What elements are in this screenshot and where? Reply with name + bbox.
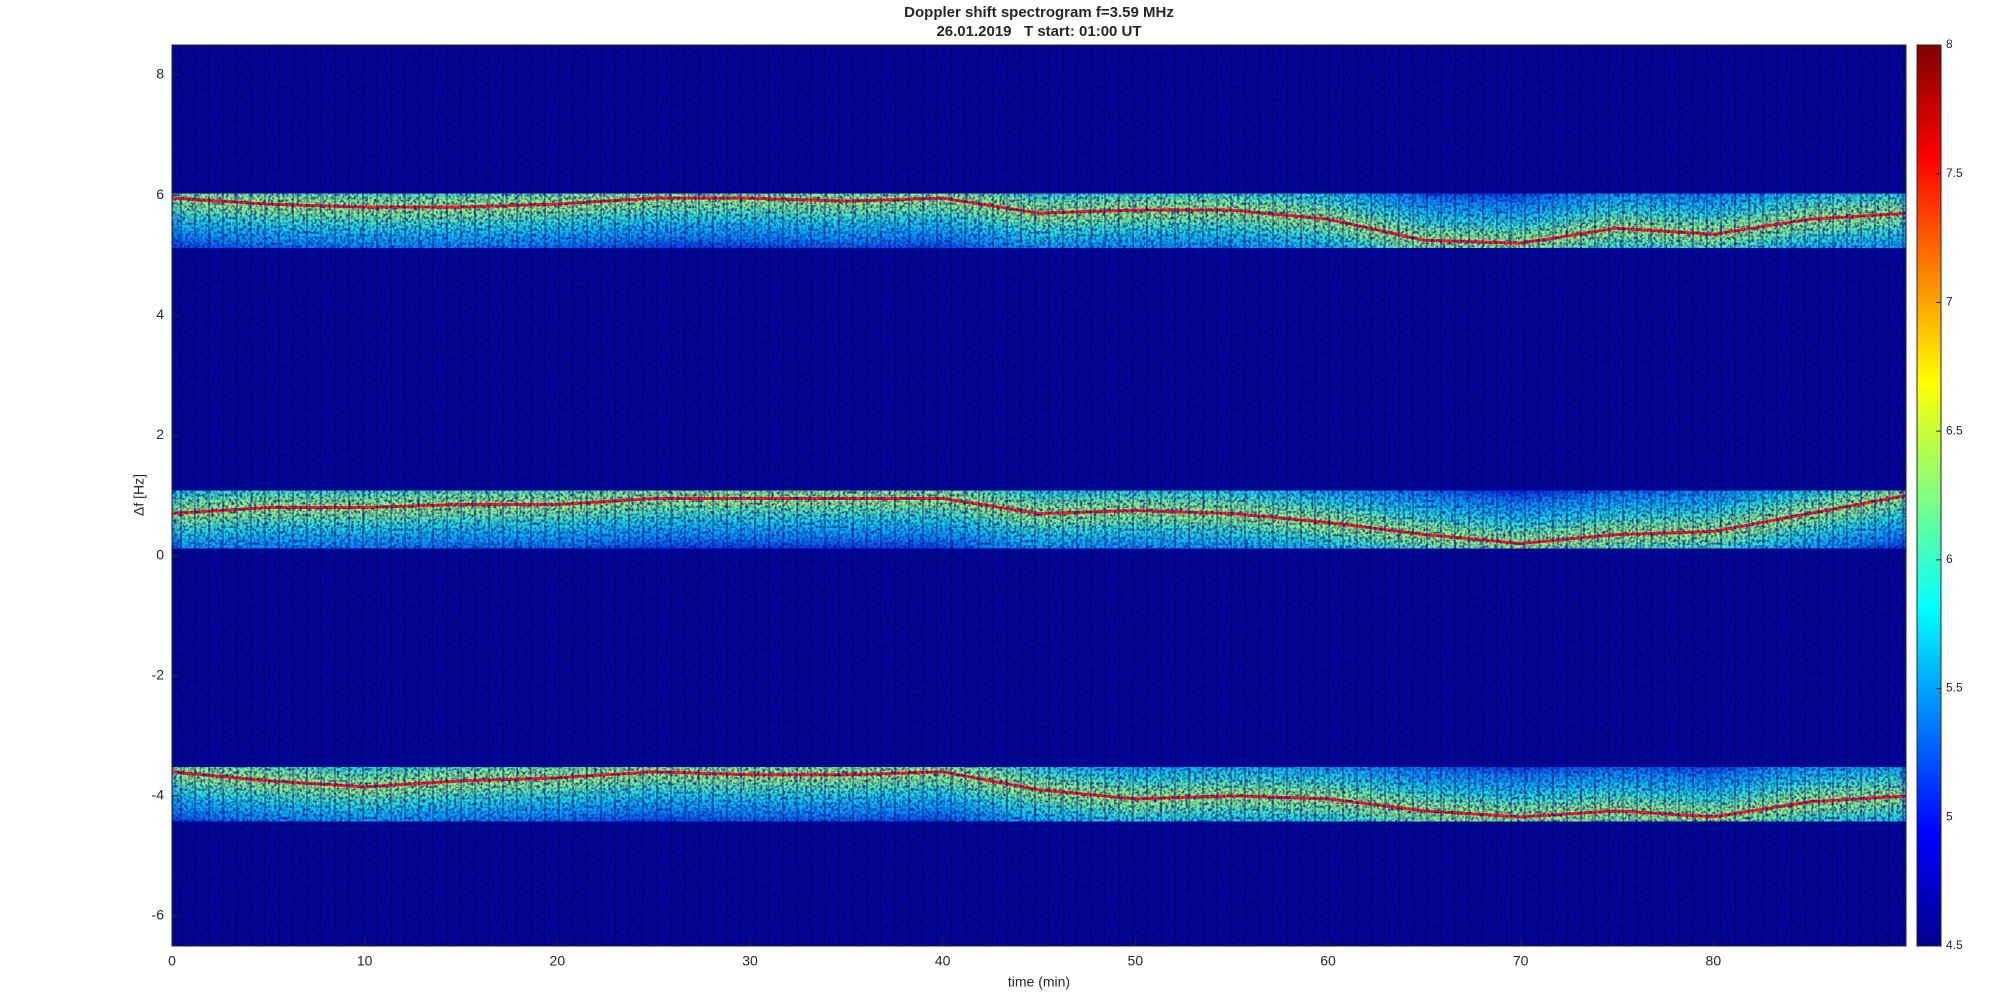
stripe-texture	[172, 45, 1906, 946]
colorbar	[1916, 44, 1942, 947]
x-tick-label: 10	[357, 953, 373, 969]
y-tick-label: 8	[156, 66, 164, 82]
x-tick-label: 20	[550, 953, 566, 969]
y-axis-label: Δf [Hz]	[131, 474, 147, 516]
y-tick-label: -2	[152, 666, 165, 682]
colorbar-tick-label: 7	[1946, 295, 1953, 309]
y-tick-label: 4	[156, 306, 164, 322]
colorbar-tick-label: 4.5	[1946, 938, 1963, 952]
x-tick-label: 40	[935, 953, 951, 969]
y-tick-label: -4	[152, 787, 165, 803]
plot-frame	[171, 44, 1907, 947]
colorbar-tick-label: 5.5	[1946, 681, 1963, 695]
chart-subtitle: 26.01.2019 T start: 01:00 UT	[936, 23, 1141, 40]
colorbar-tick-label: 8	[1946, 37, 1953, 51]
y-tick-label: 6	[156, 186, 164, 202]
x-tick-label: 0	[168, 953, 176, 969]
colorbar-tick-label: 6	[1946, 552, 1953, 566]
x-tick-label: 30	[742, 953, 758, 969]
y-tick-label: 2	[156, 426, 164, 442]
x-tick-label: 60	[1320, 953, 1336, 969]
y-tick-label: 0	[156, 546, 164, 562]
x-tick-label: 50	[1128, 953, 1144, 969]
y-tick-label: -6	[152, 907, 165, 923]
x-axis-label: time (min)	[1008, 974, 1070, 990]
x-tick-label: 70	[1513, 953, 1529, 969]
colorbar-tick-label: 7.5	[1946, 166, 1963, 180]
x-tick-label: 80	[1706, 953, 1722, 969]
chart-title: Doppler shift spectrogram f=3.59 MHz	[904, 4, 1174, 21]
colorbar-tick-label: 5	[1946, 809, 1953, 823]
colorbar-tick-label: 6.5	[1946, 423, 1963, 437]
